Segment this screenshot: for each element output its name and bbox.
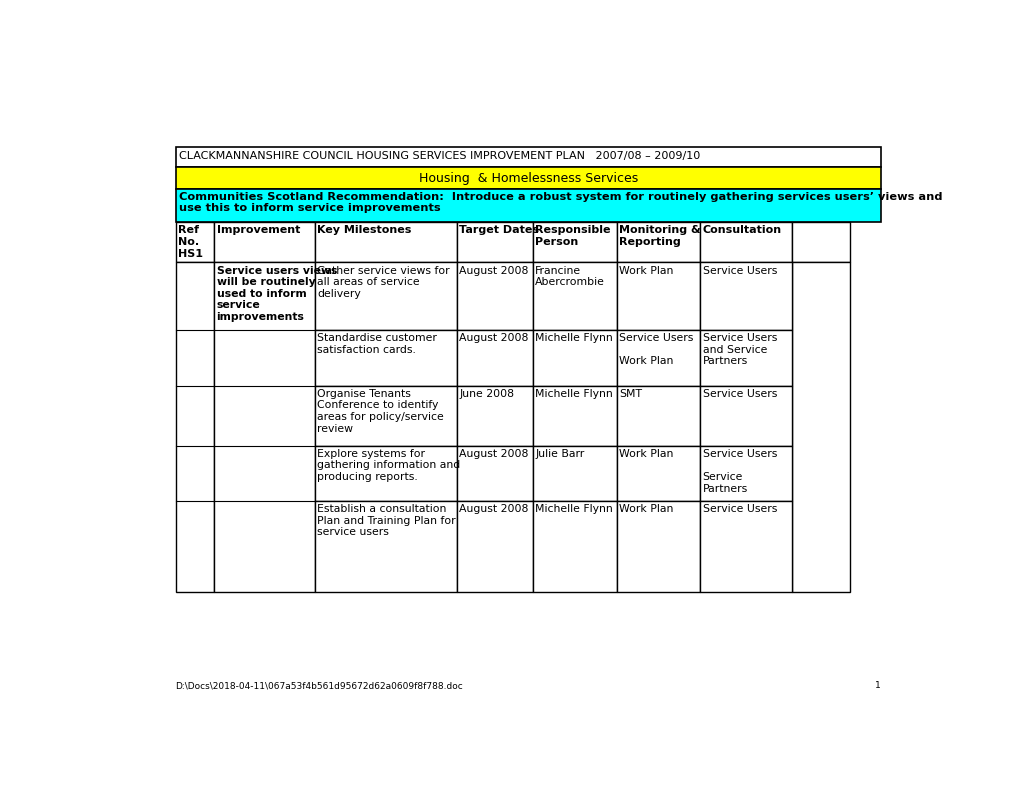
Text: 1: 1 [874, 682, 880, 690]
Bar [175, 147, 880, 167]
Bar [457, 222, 532, 262]
Bar [532, 330, 615, 385]
Bar [214, 222, 315, 262]
Bar [315, 446, 457, 501]
Text: Service Users: Service Users [702, 504, 776, 515]
Text: D:\Docs\2018-04-11\067a53f4b561d95672d62a0609f8f788.doc: D:\Docs\2018-04-11\067a53f4b561d95672d62… [175, 682, 463, 690]
Bar [615, 385, 699, 446]
Text: Consultation: Consultation [702, 225, 781, 236]
Text: Service Users

Service
Partners: Service Users Service Partners [702, 448, 776, 493]
Text: Service Users
and Service
Partners: Service Users and Service Partners [702, 333, 776, 366]
Bar [315, 262, 457, 330]
Text: Work Plan: Work Plan [619, 504, 673, 515]
Bar [532, 501, 615, 592]
Text: Service Users: Service Users [702, 266, 776, 276]
Bar [457, 446, 532, 501]
Text: Francine
Abercrombie: Francine Abercrombie [535, 266, 604, 287]
Text: Communities Scotland Recommendation:  Introduce a robust system for routinely ga: Communities Scotland Recommendation: Int… [178, 191, 942, 214]
Bar [791, 222, 849, 262]
Text: Organise Tenants
Conference to identify
areas for policy/service
review: Organise Tenants Conference to identify … [317, 388, 443, 433]
Text: August 2008: August 2008 [459, 333, 528, 344]
Text: August 2008: August 2008 [459, 448, 528, 459]
Bar [315, 222, 457, 262]
Bar [457, 501, 532, 592]
Text: Ref
No.
HS1: Ref No. HS1 [177, 225, 203, 258]
Text: Improvement: Improvement [216, 225, 300, 236]
Text: Gather service views for
all areas of service
delivery: Gather service views for all areas of se… [317, 266, 449, 299]
Text: Michelle Flynn: Michelle Flynn [535, 333, 612, 344]
Text: August 2008: August 2008 [459, 504, 528, 515]
Bar [532, 262, 615, 330]
Bar [175, 262, 214, 592]
Text: Explore systems for
gathering information and
producing reports.: Explore systems for gathering informatio… [317, 448, 461, 482]
Text: Service users views
will be routinely
used to inform
service
improvements: Service users views will be routinely us… [216, 266, 336, 322]
Text: CLACKMANNANSHIRE COUNCIL HOUSING SERVICES IMPROVEMENT PLAN   2007/08 – 2009/10: CLACKMANNANSHIRE COUNCIL HOUSING SERVICE… [179, 151, 700, 161]
Bar [699, 385, 791, 446]
Bar [532, 385, 615, 446]
Bar [699, 446, 791, 501]
Bar [615, 501, 699, 592]
Text: Key Milestones: Key Milestones [317, 225, 412, 236]
Text: Responsible
Person: Responsible Person [535, 225, 610, 247]
Text: Monitoring &
Reporting: Monitoring & Reporting [619, 225, 700, 247]
Bar [699, 330, 791, 385]
Text: Service Users: Service Users [702, 388, 776, 399]
Text: June 2008: June 2008 [459, 388, 514, 399]
Bar [315, 330, 457, 385]
Bar [532, 222, 615, 262]
Text: Work Plan: Work Plan [619, 266, 673, 276]
Bar [532, 446, 615, 501]
Bar [699, 222, 791, 262]
Bar [699, 501, 791, 592]
Bar [457, 330, 532, 385]
Text: Standardise customer
satisfaction cards.: Standardise customer satisfaction cards. [317, 333, 437, 355]
Bar [214, 262, 315, 592]
Text: Michelle Flynn: Michelle Flynn [535, 388, 612, 399]
Bar [699, 262, 791, 330]
Bar [315, 501, 457, 592]
Text: Service Users

Work Plan: Service Users Work Plan [619, 333, 693, 366]
Bar [315, 385, 457, 446]
Text: SMT: SMT [619, 388, 641, 399]
Text: Target Dates: Target Dates [459, 225, 539, 236]
Bar [615, 446, 699, 501]
Text: Julie Barr: Julie Barr [535, 448, 584, 459]
Bar [457, 262, 532, 330]
Bar [175, 167, 880, 188]
Bar [791, 262, 849, 592]
Bar [615, 262, 699, 330]
Bar [615, 222, 699, 262]
Text: Michelle Flynn: Michelle Flynn [535, 504, 612, 515]
Bar [175, 222, 214, 262]
Bar [615, 330, 699, 385]
Text: August 2008: August 2008 [459, 266, 528, 276]
Bar [457, 385, 532, 446]
Text: Establish a consultation
Plan and Training Plan for
service users: Establish a consultation Plan and Traini… [317, 504, 455, 537]
Text: Housing  & Homelessness Services: Housing & Homelessness Services [418, 173, 637, 185]
Bar [175, 188, 880, 222]
Text: Work Plan: Work Plan [619, 448, 673, 459]
